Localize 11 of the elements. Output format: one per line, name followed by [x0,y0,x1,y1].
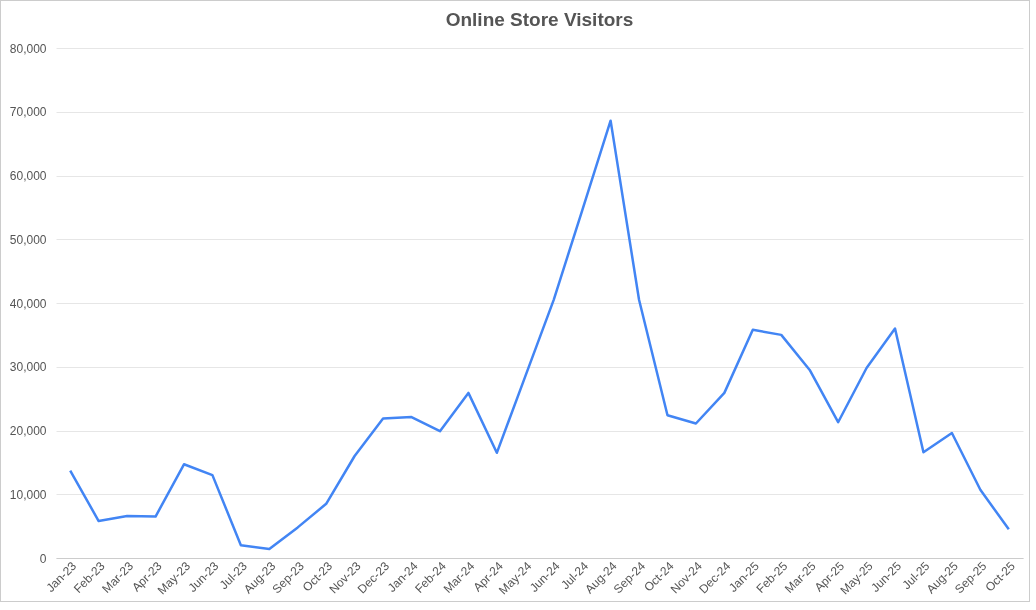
y-tick-label: 50,000 [9,232,47,247]
y-tick-label: 0 [39,551,47,566]
y-tick-label: 60,000 [9,169,47,183]
y-tick-label: 70,000 [9,105,47,120]
y-tick-label: 30,000 [9,360,47,375]
line-series [68,119,1011,551]
y-tick-label: 40,000 [9,296,47,311]
chart-title: Online Store Visitors [445,9,634,30]
y-tick-label: 20,000 [9,424,47,438]
y-tick-label: 80,000 [9,41,47,56]
y-tick-label: 10,000 [9,487,47,502]
